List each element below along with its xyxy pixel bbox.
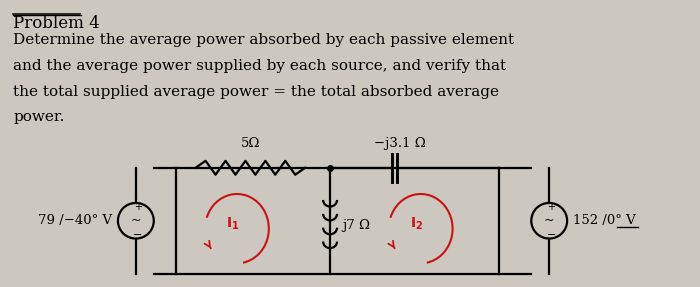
Text: and the average power supplied by each source, and verify that: and the average power supplied by each s…	[13, 59, 507, 73]
Text: power.: power.	[13, 110, 64, 124]
Text: −j3.1 Ω: −j3.1 Ω	[374, 137, 426, 150]
Text: ~: ~	[544, 214, 554, 227]
Text: +: +	[134, 202, 142, 212]
Text: −: −	[133, 230, 143, 240]
Text: +: +	[547, 202, 555, 212]
Text: 152 /0° V: 152 /0° V	[573, 214, 636, 227]
Text: j7 Ω: j7 Ω	[342, 219, 370, 232]
Text: Determine the average power absorbed by each passive element: Determine the average power absorbed by …	[13, 33, 514, 47]
Text: Problem 4: Problem 4	[13, 15, 100, 32]
Text: $\mathbf{I_1}$: $\mathbf{I_1}$	[226, 216, 239, 232]
Text: ~: ~	[131, 214, 141, 227]
Text: 5Ω: 5Ω	[241, 137, 260, 150]
Text: $\mathbf{I_2}$: $\mathbf{I_2}$	[410, 216, 424, 232]
Text: the total supplied average power = the total absorbed average: the total supplied average power = the t…	[13, 85, 499, 98]
Text: 79 /−40° V: 79 /−40° V	[38, 214, 112, 227]
Text: −: −	[547, 230, 556, 240]
